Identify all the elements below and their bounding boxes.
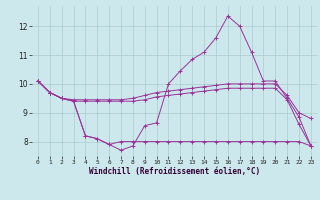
X-axis label: Windchill (Refroidissement éolien,°C): Windchill (Refroidissement éolien,°C): [89, 167, 260, 176]
